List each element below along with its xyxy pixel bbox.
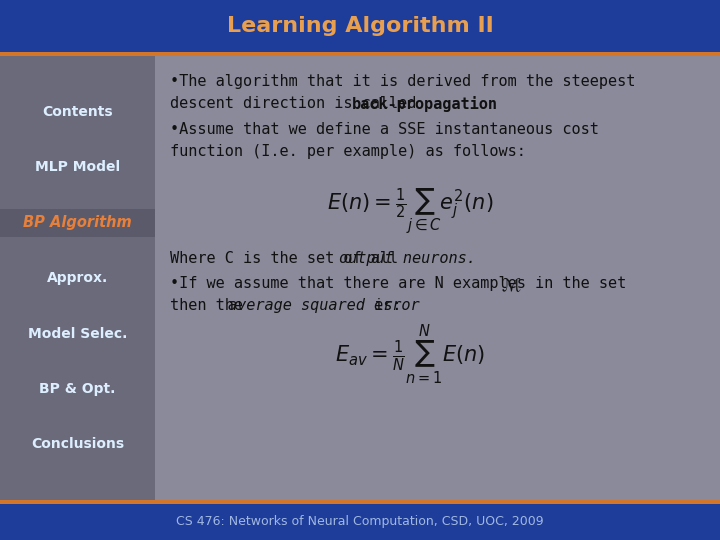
Text: $E_{av} = \frac{1}{N} \sum_{n=1}^{N} E(n)$: $E_{av} = \frac{1}{N} \sum_{n=1}^{N} E(n…: [335, 323, 485, 386]
Text: BP Algorithm: BP Algorithm: [23, 215, 132, 230]
Text: BP & Opt.: BP & Opt.: [40, 382, 116, 396]
FancyBboxPatch shape: [0, 0, 720, 52]
Text: back-propagation: back-propagation: [352, 96, 498, 112]
Text: ℳ: ℳ: [502, 276, 521, 294]
FancyBboxPatch shape: [0, 504, 720, 540]
Text: Approx.: Approx.: [47, 271, 108, 285]
Text: $E(n) = \frac{1}{2} \sum_{j \in C} e_j^2(n)$: $E(n) = \frac{1}{2} \sum_{j \in C} e_j^2…: [327, 186, 493, 237]
Text: Conclusions: Conclusions: [31, 437, 124, 451]
Text: Contents: Contents: [42, 105, 113, 118]
Text: Model Selec.: Model Selec.: [28, 327, 127, 341]
Text: •Assume that we define a SSE instantaneous cost: •Assume that we define a SSE instantaneo…: [170, 122, 599, 137]
FancyBboxPatch shape: [0, 208, 155, 237]
Text: •If we assume that there are N examples in the set: •If we assume that there are N examples …: [170, 276, 635, 291]
FancyBboxPatch shape: [0, 500, 720, 504]
Text: output neurons.: output neurons.: [339, 251, 476, 266]
Text: Learning Algorithm II: Learning Algorithm II: [227, 16, 493, 36]
Text: MLP Model: MLP Model: [35, 160, 120, 174]
Text: Where C is the set of all: Where C is the set of all: [170, 251, 408, 266]
Text: is:: is:: [365, 298, 402, 313]
Text: function (I.e. per example) as follows:: function (I.e. per example) as follows:: [170, 144, 526, 159]
FancyBboxPatch shape: [0, 56, 720, 500]
FancyBboxPatch shape: [0, 52, 720, 56]
Text: then the: then the: [170, 298, 252, 313]
Text: CS 476: Networks of Neural Computation, CSD, UOC, 2009: CS 476: Networks of Neural Computation, …: [176, 516, 544, 529]
FancyBboxPatch shape: [0, 56, 155, 500]
Text: descent direction is called: descent direction is called: [170, 96, 426, 111]
Text: average squared error: average squared error: [228, 298, 420, 313]
Text: •The algorithm that it is derived from the steepest: •The algorithm that it is derived from t…: [170, 74, 635, 89]
